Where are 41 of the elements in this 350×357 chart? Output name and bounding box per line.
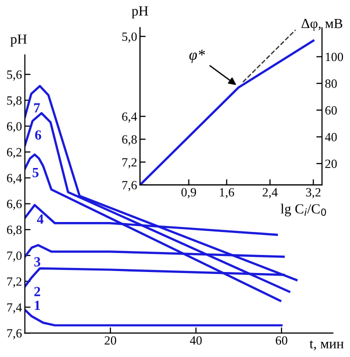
- y-tick-label: 7,2: [7, 277, 22, 288]
- y2-tick-label: 100: [326, 52, 344, 62]
- y2-axis-title: Δφ, мВ: [302, 18, 342, 32]
- x-tick-label: 40: [190, 336, 202, 345]
- y-tick-label: 7,2: [122, 158, 137, 168]
- series-label: 1: [34, 300, 40, 310]
- series-label: 5: [32, 168, 39, 178]
- x-tick-label: 2,4: [262, 188, 278, 198]
- x-axis-title: lg C$_{i}$/C$_{0}$: [280, 204, 326, 216]
- series-label: 3: [34, 257, 40, 266]
- y-tick-label: 6,8: [122, 135, 137, 146]
- x-tick-label: 3,2: [306, 188, 320, 198]
- y-axis-title: pH: [10, 34, 27, 47]
- y2-tick-label: 20: [325, 160, 337, 168]
- y-tick-label: 7,0: [7, 251, 22, 262]
- y-tick-label: 6,4: [6, 174, 22, 184]
- y-tick-label: 7,4: [7, 303, 22, 314]
- x-tick-label: 0,9: [181, 188, 196, 198]
- x-tick-label: 60: [276, 336, 288, 345]
- y-tick-label: 6,0: [6, 122, 22, 132]
- y2-tick-label: 80: [325, 79, 337, 88]
- x-tick-label: 1,6: [220, 188, 234, 198]
- y-tick-label: 5,8: [7, 96, 22, 107]
- x-tick-label: 20: [104, 336, 116, 345]
- series-label: 2: [34, 286, 40, 296]
- y2-tick-label: 40: [325, 132, 337, 142]
- y-tick-label: 5,0: [122, 32, 137, 43]
- y-tick-label: 5,6: [7, 70, 22, 81]
- y-tick-label: 6,8: [6, 226, 22, 236]
- series-label: 4: [36, 214, 44, 224]
- y2-tick-label: 60: [325, 106, 337, 115]
- annotation: φ*: [189, 50, 205, 64]
- y-tick-label: 6,6: [6, 200, 22, 210]
- y-tick-label: 6,4: [122, 112, 138, 123]
- series-label: 6: [35, 130, 42, 140]
- x-axis-title: t, мин: [310, 340, 344, 350]
- y-axis-title: pH: [132, 6, 148, 18]
- y-tick-label: 6,2: [6, 148, 22, 158]
- series-label: 7: [34, 103, 40, 112]
- y-tick-label: 7,6: [7, 329, 22, 340]
- y-tick-label: 7,6: [122, 180, 137, 192]
